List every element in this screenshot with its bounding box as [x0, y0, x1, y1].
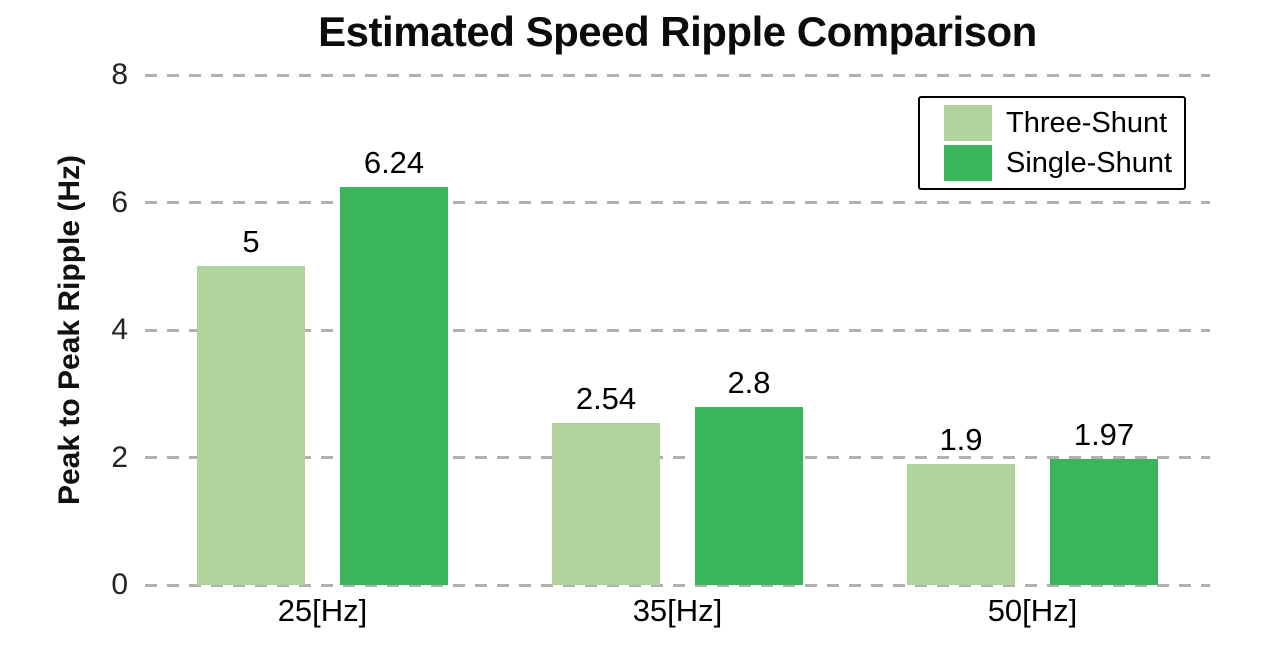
bar-value-label: 2.8	[727, 364, 771, 400]
bar-wrap: 1.97	[1050, 75, 1158, 585]
gridline-0	[145, 583, 1210, 587]
gridline-8	[145, 73, 1210, 77]
x-tick-label-50[Hz]: 50[Hz]	[987, 593, 1078, 628]
bar-series: 5 6.24 2.54 2.8 1.9 1.97	[145, 75, 1210, 585]
y-tick-label-4: 4	[111, 313, 128, 346]
bar-three-shunt-25[Hz]	[197, 266, 305, 585]
x-tick-label-35[Hz]: 35[Hz]	[632, 593, 723, 628]
plot-area: 5 6.24 2.54 2.8 1.9 1.97	[145, 73, 1210, 587]
legend-label-three-shunt: Three-Shunt	[1006, 106, 1168, 139]
y-tick-label-6: 6	[111, 185, 128, 219]
bar-single-shunt-35[Hz]	[695, 406, 803, 585]
gridline-6	[145, 201, 1210, 204]
bar-wrap: 2.54	[552, 75, 660, 585]
gridline-4	[145, 328, 1210, 332]
y-tick-label-2: 2	[111, 440, 128, 474]
bar-single-shunt-25[Hz]	[340, 187, 448, 585]
bar-wrap: 2.8	[695, 75, 803, 585]
bar-group-25[Hz]: 5 6.24	[145, 75, 500, 585]
legend-swatch-three-shunt	[944, 105, 992, 141]
y-tick-label-0: 0	[111, 568, 128, 601]
bar-value-label: 5	[242, 224, 260, 260]
bar-wrap: 1.9	[907, 75, 1015, 585]
legend: Three-Shunt Single-Shunt	[918, 96, 1187, 190]
bar-wrap: 6.24	[340, 75, 448, 585]
bar-wrap: 5	[197, 75, 305, 585]
legend-item-three-shunt: Three-Shunt	[944, 104, 1172, 142]
bar-value-label: 2.54	[575, 381, 637, 417]
chart-title: Estimated Speed Ripple Comparison	[318, 8, 1037, 55]
bar-three-shunt-50[Hz]	[907, 463, 1015, 585]
bar-three-shunt-35[Hz]	[552, 423, 660, 585]
bar-value-label: 6.24	[363, 145, 425, 181]
bar-single-shunt-50[Hz]	[1050, 459, 1158, 585]
legend-item-single-shunt: Single-Shunt	[944, 144, 1172, 182]
bar-value-label: 1.97	[1073, 417, 1135, 453]
legend-swatch-single-shunt	[944, 145, 992, 181]
gridline-2	[145, 456, 1210, 459]
x-tick-label-25[Hz]: 25[Hz]	[277, 593, 368, 628]
bar-value-label: 1.9	[939, 421, 983, 457]
y-tick-label-8: 8	[111, 58, 128, 91]
legend-label-single-shunt: Single-Shunt	[1006, 146, 1173, 179]
bar-group-50[Hz]: 1.9 1.97	[855, 75, 1210, 585]
bar-group-35[Hz]: 2.54 2.8	[500, 75, 855, 585]
